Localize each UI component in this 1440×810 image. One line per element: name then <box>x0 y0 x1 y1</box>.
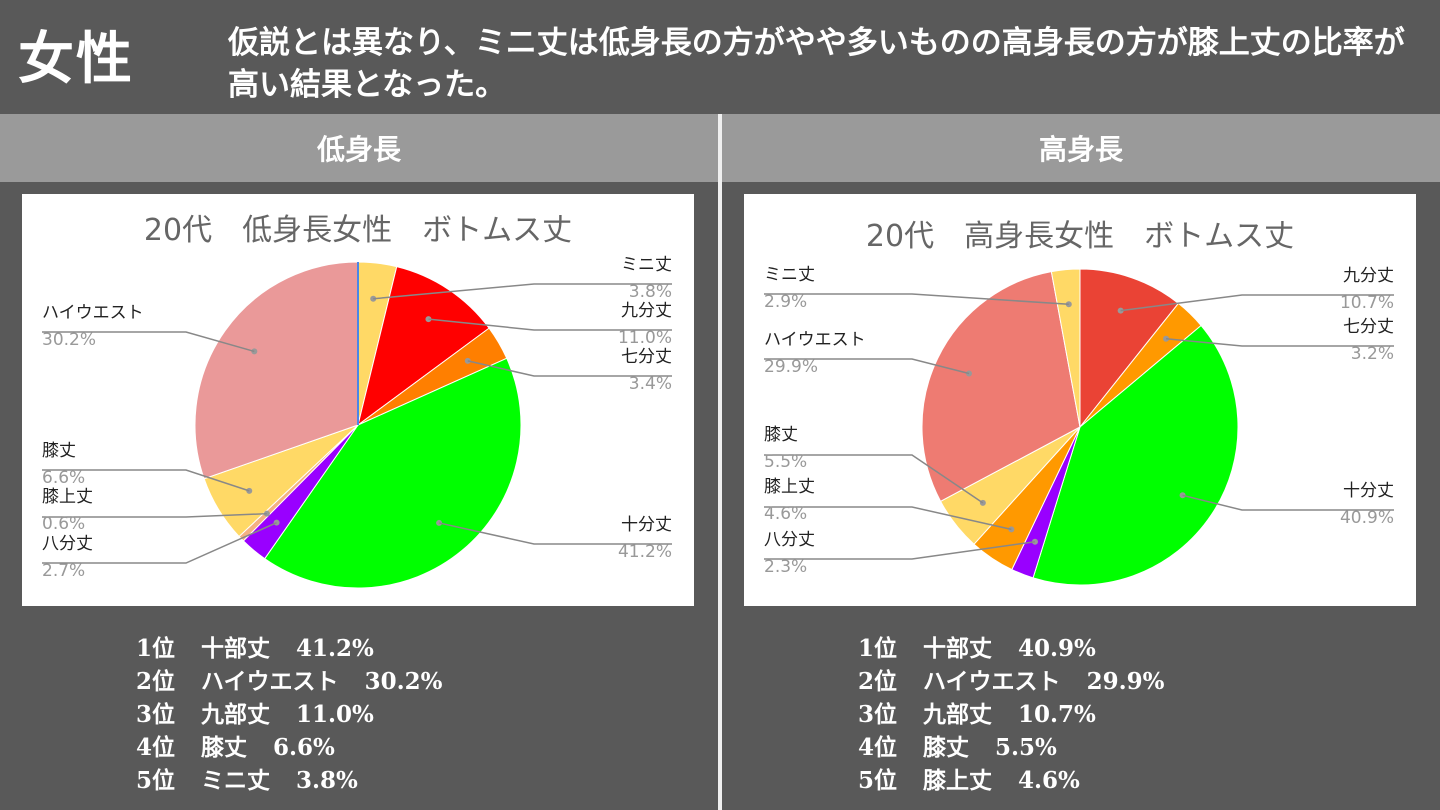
slice-percent: 4.6% <box>764 504 807 524</box>
pie-slice <box>1050 268 1081 428</box>
slice-label: 膝上丈 <box>42 487 93 507</box>
slice-label: ミニ丈 <box>621 255 672 275</box>
leader-line <box>438 522 672 545</box>
slice-percent: 2.3% <box>764 557 807 577</box>
column-divider <box>718 114 722 810</box>
slice-label: 七分丈 <box>621 347 672 367</box>
slice-label: 七分丈 <box>1343 317 1394 337</box>
slice-label: 膝上丈 <box>764 477 815 497</box>
leader-line <box>42 512 267 518</box>
slice-percent: 3.4% <box>629 374 672 394</box>
chart-panel-short: 20代 低身長女性 ボトムス丈ミニ丈 3.8% 九分丈 11.0% 七分丈 3.4% 十分丈… <box>22 194 694 606</box>
leader-dot <box>1163 335 1170 342</box>
chart-title: 20代 高身長女性 ボトムス丈 <box>866 219 1294 254</box>
leader-line <box>764 358 970 375</box>
slice-percent: 29.9% <box>764 357 818 377</box>
pie-slice <box>921 271 1081 503</box>
pie-slice <box>1032 324 1239 586</box>
ranking-row: 1位 十部丈 41.2% <box>136 635 374 662</box>
pie-slice <box>357 266 490 427</box>
ranking-row: 3位 九部丈 10.7% <box>858 701 1096 728</box>
slice-label: 八分丈 <box>764 530 815 550</box>
leader-line <box>42 331 255 353</box>
slice-percent: 11.0% <box>618 328 672 348</box>
leader-line <box>42 469 250 492</box>
leader-line <box>1165 338 1394 347</box>
slice-percent: 30.2% <box>42 330 96 350</box>
slice-percent: 2.7% <box>42 561 85 581</box>
slice-label: 九分丈 <box>1343 266 1394 286</box>
ranking-row: 1位 十部丈 40.9% <box>858 635 1096 662</box>
ranking-list-short: 1位 十部丈 41.2% 2位 ハイウエスト 30.2% 3位 九部丈 11.0% 4位 膝丈… <box>136 632 468 797</box>
ranking-list-tall: 1位 十部丈 40.9% 2位 ハイウエスト 29.9% 3位 九部丈 10.7% 4位 膝丈… <box>858 632 1190 797</box>
slice-percent: 0.6% <box>42 514 85 534</box>
slice-percent: 5.5% <box>764 452 807 472</box>
column-header-short: 低身長 <box>0 114 718 182</box>
leader-line <box>467 360 672 377</box>
slice-label: 八分丈 <box>42 534 93 554</box>
slice-percent: 41.2% <box>618 542 672 562</box>
pie-slice <box>264 357 522 589</box>
leader-line <box>1120 294 1394 312</box>
pie-slice <box>1079 268 1180 429</box>
ranking-row: 3位 九部丈 11.0% <box>136 701 374 728</box>
slice-percent: 40.9% <box>1340 508 1394 528</box>
slice-percent: 3.2% <box>1351 344 1394 364</box>
leader-dot <box>1065 301 1072 308</box>
ranking-row: 2位 ハイウエスト 30.2% <box>136 668 443 695</box>
ranking-row: 5位 膝上丈 4.6% <box>858 767 1080 794</box>
leader-line <box>764 293 1069 306</box>
slice-label: 十分丈 <box>1343 481 1394 501</box>
section-title: 女性 <box>18 27 134 92</box>
leader-dot <box>370 295 377 302</box>
slice-percent: 2.9% <box>764 292 807 312</box>
chart-title: 20代 低身長女性 ボトムス丈 <box>144 213 572 248</box>
slice-label: 十分丈 <box>621 515 672 535</box>
column-header-tall: 高身長 <box>722 114 1440 182</box>
conclusion-text: 仮説とは異なり、ミニ丈は低身長の方がやや多いものの高身長の方が膝上丈の比率が高い… <box>228 25 1405 103</box>
ranking-row: 4位 膝丈 6.6% <box>136 734 335 761</box>
ranking-row: 2位 ハイウエスト 29.9% <box>858 668 1165 695</box>
pie-slice <box>194 261 359 480</box>
leader-line <box>373 283 672 300</box>
leader-line <box>42 521 277 564</box>
leader-line <box>764 540 1036 560</box>
chart-panel-tall: 20代 高身長女性 ボトムス丈九分丈 10.7% 七分丈 3.2% 十分丈 40.9% 八分… <box>744 194 1416 606</box>
leader-line <box>764 454 984 504</box>
slice-label: ミニ丈 <box>764 265 815 285</box>
slice-percent: 3.8% <box>629 282 672 302</box>
slice-label: 膝丈 <box>764 425 798 445</box>
ranking-row: 4位 膝丈 5.5% <box>858 734 1057 761</box>
slice-label: ハイウエスト <box>42 303 144 323</box>
leader-dot <box>263 510 270 517</box>
slice-percent: 6.6% <box>42 468 85 488</box>
leader-line <box>428 318 672 331</box>
ranking-row: 5位 ミニ丈 3.8% <box>136 767 358 794</box>
slice-label: 膝丈 <box>42 441 76 461</box>
slice-label: 九分丈 <box>621 301 672 321</box>
slice-percent: 10.7% <box>1340 293 1394 313</box>
leader-dot <box>1031 538 1038 545</box>
leader-line <box>764 506 1012 531</box>
slice-label: ハイウエスト <box>764 330 866 350</box>
leader-line <box>1182 494 1394 511</box>
